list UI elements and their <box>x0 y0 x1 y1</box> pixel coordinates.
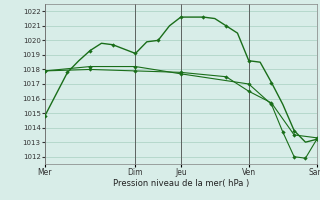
X-axis label: Pression niveau de la mer( hPa ): Pression niveau de la mer( hPa ) <box>113 179 249 188</box>
